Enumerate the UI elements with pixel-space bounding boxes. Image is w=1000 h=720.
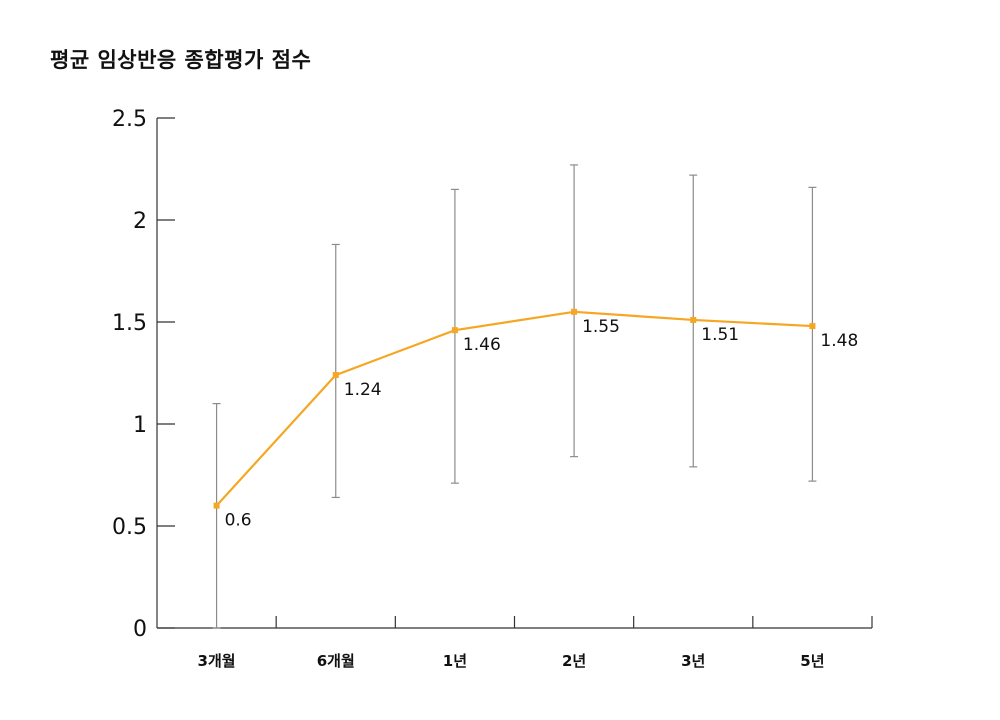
- data-point: [451, 327, 458, 334]
- x-tick-label: 1년: [443, 652, 467, 670]
- data-label: 0.6: [225, 511, 252, 531]
- data-labels: 0.6 1.24 1.46 1.55 1.51 1.48: [225, 317, 859, 531]
- x-tick-label: 6개월: [317, 652, 355, 670]
- data-label: 1.55: [582, 317, 620, 337]
- x-tick-label: 3년: [681, 652, 705, 670]
- data-point: [809, 323, 816, 330]
- data-point: [332, 372, 339, 379]
- chart-title: 평균 임상반응 종합평가 점수: [50, 48, 312, 72]
- y-tick-label: 1: [133, 413, 147, 438]
- x-tick-label: 5년: [800, 652, 824, 670]
- data-point: [213, 502, 220, 509]
- data-point: [571, 308, 578, 315]
- x-tick-label: 2년: [562, 652, 586, 670]
- y-tick-label: 2.5: [112, 107, 147, 132]
- y-tick-label: 0: [133, 617, 147, 642]
- y-tick-label: 1.5: [112, 311, 147, 336]
- series-line-group: [213, 308, 816, 509]
- x-tick-label: 3개월: [198, 652, 236, 670]
- data-point: [690, 316, 697, 323]
- y-tick-label: 0.5: [112, 515, 147, 540]
- error-bars: [212, 164, 817, 629]
- data-label: 1.48: [820, 331, 858, 351]
- data-label: 1.51: [701, 325, 739, 345]
- axes: 0 0.5 1 1.5 2 2.5 3개월 6개월 1년 2년 3년 5년: [112, 107, 873, 670]
- data-label: 1.46: [463, 335, 501, 355]
- data-label: 1.24: [344, 380, 382, 400]
- y-tick-label: 2: [133, 209, 147, 234]
- series-line: [215, 310, 813, 507]
